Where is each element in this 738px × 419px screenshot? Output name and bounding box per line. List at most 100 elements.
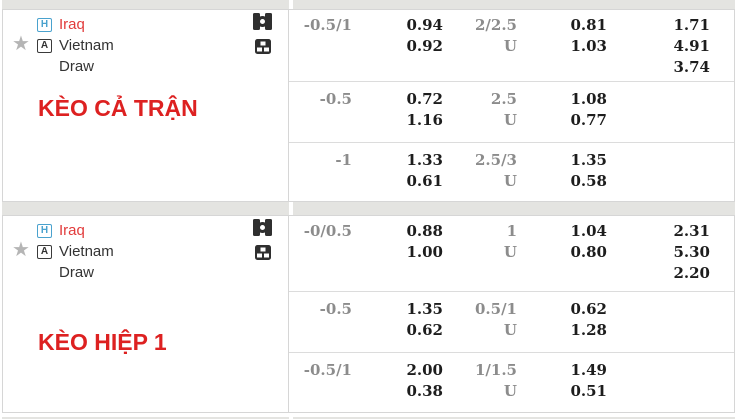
away-team-row: A Vietnam [37, 241, 114, 262]
home-team-name[interactable]: Iraq [59, 16, 85, 33]
handicap-cell[interactable]: -0.5/1 [289, 353, 352, 412]
total-value: 2.5/3 [474, 151, 517, 169]
odds-table-full-time: -0.5/1 0.94 0.92 2/2.5 U 0.81 1.03 1.71 … [289, 9, 735, 202]
odds-value: 1.16 [406, 111, 443, 129]
bg-strip-segment [2, 202, 289, 215]
total-value: 2/2.5 [474, 16, 517, 34]
handicap-cell[interactable]: -0.5/1 [289, 10, 352, 81]
under-label: U [503, 321, 517, 339]
odds-value: 5.30 [673, 243, 710, 261]
total-value: 1/1.5 [474, 361, 517, 379]
x12-odds-cell[interactable]: 2.31 5.30 2.20 [607, 216, 734, 291]
total-odds-cell[interactable]: 1.35 0.58 [517, 143, 607, 201]
under-label: U [503, 382, 517, 400]
total-value: 2.5 [490, 90, 517, 108]
total-odds-cell[interactable]: 0.81 1.03 [517, 10, 607, 81]
draw-label: Draw [59, 58, 95, 75]
handicap-value: -0.5/1 [303, 16, 352, 34]
home-team-name[interactable]: Iraq [59, 222, 85, 239]
handicap-odds-cell[interactable]: 1.35 0.62 [352, 292, 443, 352]
star-icon[interactable]: ★ [12, 239, 30, 261]
away-badge: A [37, 38, 52, 53]
odds-value: 0.92 [406, 37, 443, 55]
odds-table-first-half: -0/0.5 0.88 1.00 1 U 1.04 0.80 2.31 5.30 [289, 215, 735, 413]
odds-value: 3.74 [673, 58, 710, 76]
home-team-row: H Iraq [37, 14, 114, 35]
match-tools [253, 219, 272, 260]
panel-title: KÈO HIỆP 1 [38, 329, 167, 355]
odds-value: 0.62 [406, 321, 443, 339]
total-cell[interactable]: 1/1.5 U [443, 353, 517, 412]
odds-row: -0.5/1 0.94 0.92 2/2.5 U 0.81 1.03 1.71 … [289, 10, 734, 82]
total-cell[interactable]: 1 U [443, 216, 517, 291]
total-cell[interactable]: 2.5 U [443, 82, 517, 142]
odds-value: 1.04 [570, 222, 607, 240]
odds-value: 1.03 [570, 37, 607, 55]
odds-value: 0.80 [570, 243, 607, 261]
draw-label: Draw [59, 264, 95, 281]
total-cell[interactable]: 0.5/1 U [443, 292, 517, 352]
away-team-name[interactable]: Vietnam [59, 243, 114, 260]
odds-value: 0.38 [406, 382, 443, 400]
x12-odds-cell [607, 292, 734, 352]
handicap-odds-cell[interactable]: 0.88 1.00 [352, 216, 443, 291]
total-cell[interactable]: 2.5/3 U [443, 143, 517, 201]
total-odds-cell[interactable]: 1.04 0.80 [517, 216, 607, 291]
star-icon[interactable]: ★ [12, 33, 30, 55]
bg-strip-segment [293, 417, 735, 419]
under-label: U [503, 243, 517, 261]
draw-row: Draw [37, 56, 114, 77]
odds-row: -0/0.5 0.88 1.00 1 U 1.04 0.80 2.31 5.30 [289, 216, 734, 292]
x12-odds-cell [607, 353, 734, 412]
away-team-row: A Vietnam [37, 35, 114, 56]
odds-row: -0.5 0.72 1.16 2.5 U 1.08 0.77 [289, 82, 734, 143]
pitch-icon[interactable] [253, 13, 272, 30]
under-label: U [503, 111, 517, 129]
lineup-icon[interactable] [254, 39, 271, 54]
match-info-panel: ★ H Iraq A Vietnam Draw [2, 9, 289, 202]
total-cell[interactable]: 2/2.5 U [443, 10, 517, 81]
team-list: H Iraq A Vietnam Draw [37, 220, 114, 283]
odds-row: -0.5 1.35 0.62 0.5/1 U 0.62 1.28 [289, 292, 734, 353]
bg-strip-segment [293, 0, 735, 9]
handicap-value: -0.5 [319, 300, 352, 318]
handicap-cell[interactable]: -0.5 [289, 292, 352, 352]
total-odds-cell[interactable]: 1.49 0.51 [517, 353, 607, 412]
handicap-cell[interactable]: -0/0.5 [289, 216, 352, 291]
handicap-cell[interactable]: -1 [289, 143, 352, 201]
bg-strip-segment [2, 417, 289, 419]
odds-value: 0.77 [570, 111, 607, 129]
lineup-icon[interactable] [254, 245, 271, 260]
handicap-odds-cell[interactable]: 1.33 0.61 [352, 143, 443, 201]
pitch-icon[interactable] [253, 219, 272, 236]
odds-row: -1 1.33 0.61 2.5/3 U 1.35 0.58 [289, 143, 734, 201]
panel-title: KÈO CẢ TRẬN [38, 95, 198, 121]
match-tools [253, 13, 272, 54]
handicap-odds-cell[interactable]: 0.94 0.92 [352, 10, 443, 81]
home-badge: H [37, 223, 52, 238]
odds-value: 1.08 [570, 90, 607, 108]
x12-odds-cell [607, 143, 734, 201]
handicap-value: -0/0.5 [303, 222, 352, 240]
odds-value: 0.51 [570, 382, 607, 400]
team-list: H Iraq A Vietnam Draw [37, 14, 114, 77]
odds-value: 1.49 [570, 361, 607, 379]
total-odds-cell[interactable]: 1.08 0.77 [517, 82, 607, 142]
away-team-name[interactable]: Vietnam [59, 37, 114, 54]
odds-value: 0.88 [406, 222, 443, 240]
total-odds-cell[interactable]: 0.62 1.28 [517, 292, 607, 352]
home-badge: H [37, 17, 52, 32]
handicap-cell[interactable]: -0.5 [289, 82, 352, 142]
odds-value: 2.00 [406, 361, 443, 379]
handicap-odds-cell[interactable]: 2.00 0.38 [352, 353, 443, 412]
x12-odds-cell[interactable]: 1.71 4.91 3.74 [607, 10, 734, 81]
handicap-odds-cell[interactable]: 0.72 1.16 [352, 82, 443, 142]
handicap-value: -0.5/1 [303, 361, 352, 379]
under-label: U [503, 37, 517, 55]
odds-value: 1.33 [406, 151, 443, 169]
odds-value: 1.35 [406, 300, 443, 318]
bg-strip-bottom [2, 417, 735, 419]
odds-row: -0.5/1 2.00 0.38 1/1.5 U 1.49 0.51 [289, 353, 734, 412]
odds-value: 1.35 [570, 151, 607, 169]
odds-value: 2.20 [673, 264, 710, 282]
